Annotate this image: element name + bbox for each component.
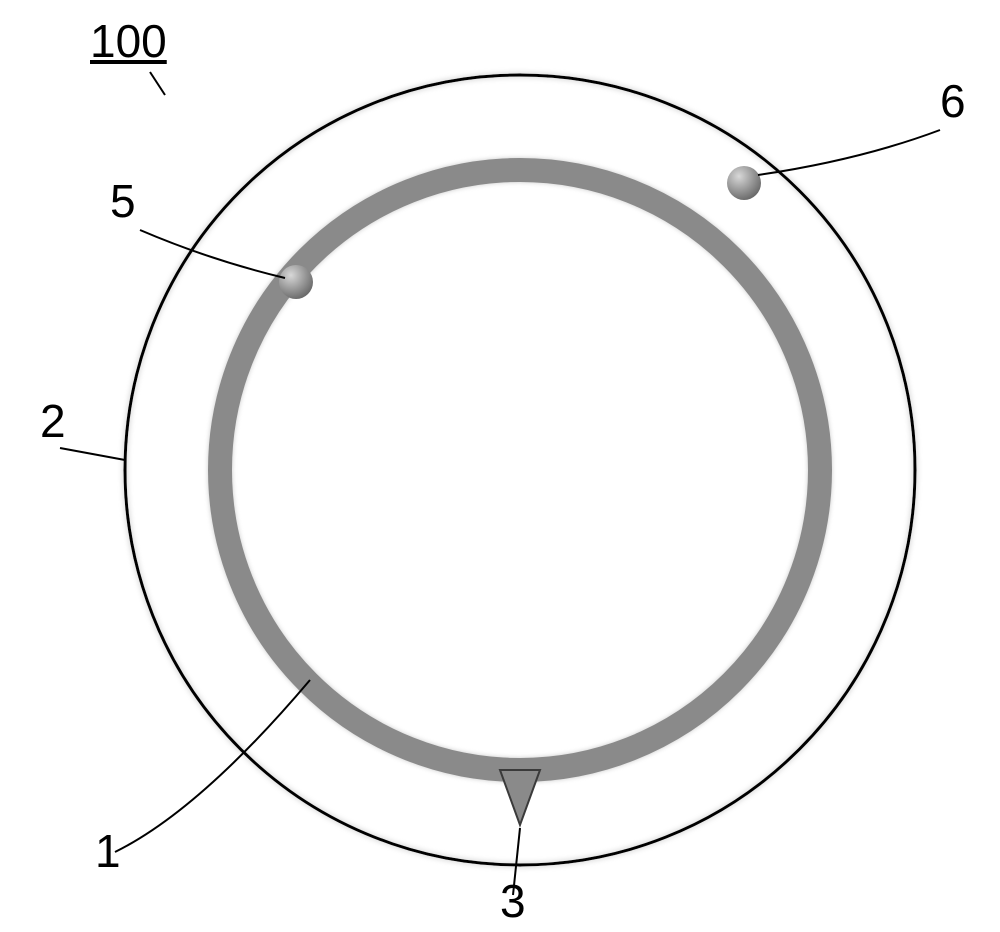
leader-1	[115, 680, 310, 852]
callout-label-5: 5	[110, 174, 136, 228]
callout-label-3: 3	[500, 874, 526, 928]
ball-right	[727, 166, 761, 200]
diagram-svg	[0, 0, 1000, 932]
callout-label-1: 1	[95, 824, 121, 878]
outer-circle	[125, 75, 915, 865]
leader-6	[758, 130, 940, 175]
ball-left	[279, 265, 313, 299]
pointer-triangle	[500, 770, 540, 825]
reference-label: 100	[90, 14, 167, 68]
leader-2	[60, 448, 125, 460]
callout-label-2: 2	[40, 394, 66, 448]
reference-leader	[150, 72, 165, 95]
callout-label-6: 6	[940, 74, 966, 128]
reference-label-text: 100	[90, 15, 167, 67]
leader-5	[140, 230, 285, 278]
